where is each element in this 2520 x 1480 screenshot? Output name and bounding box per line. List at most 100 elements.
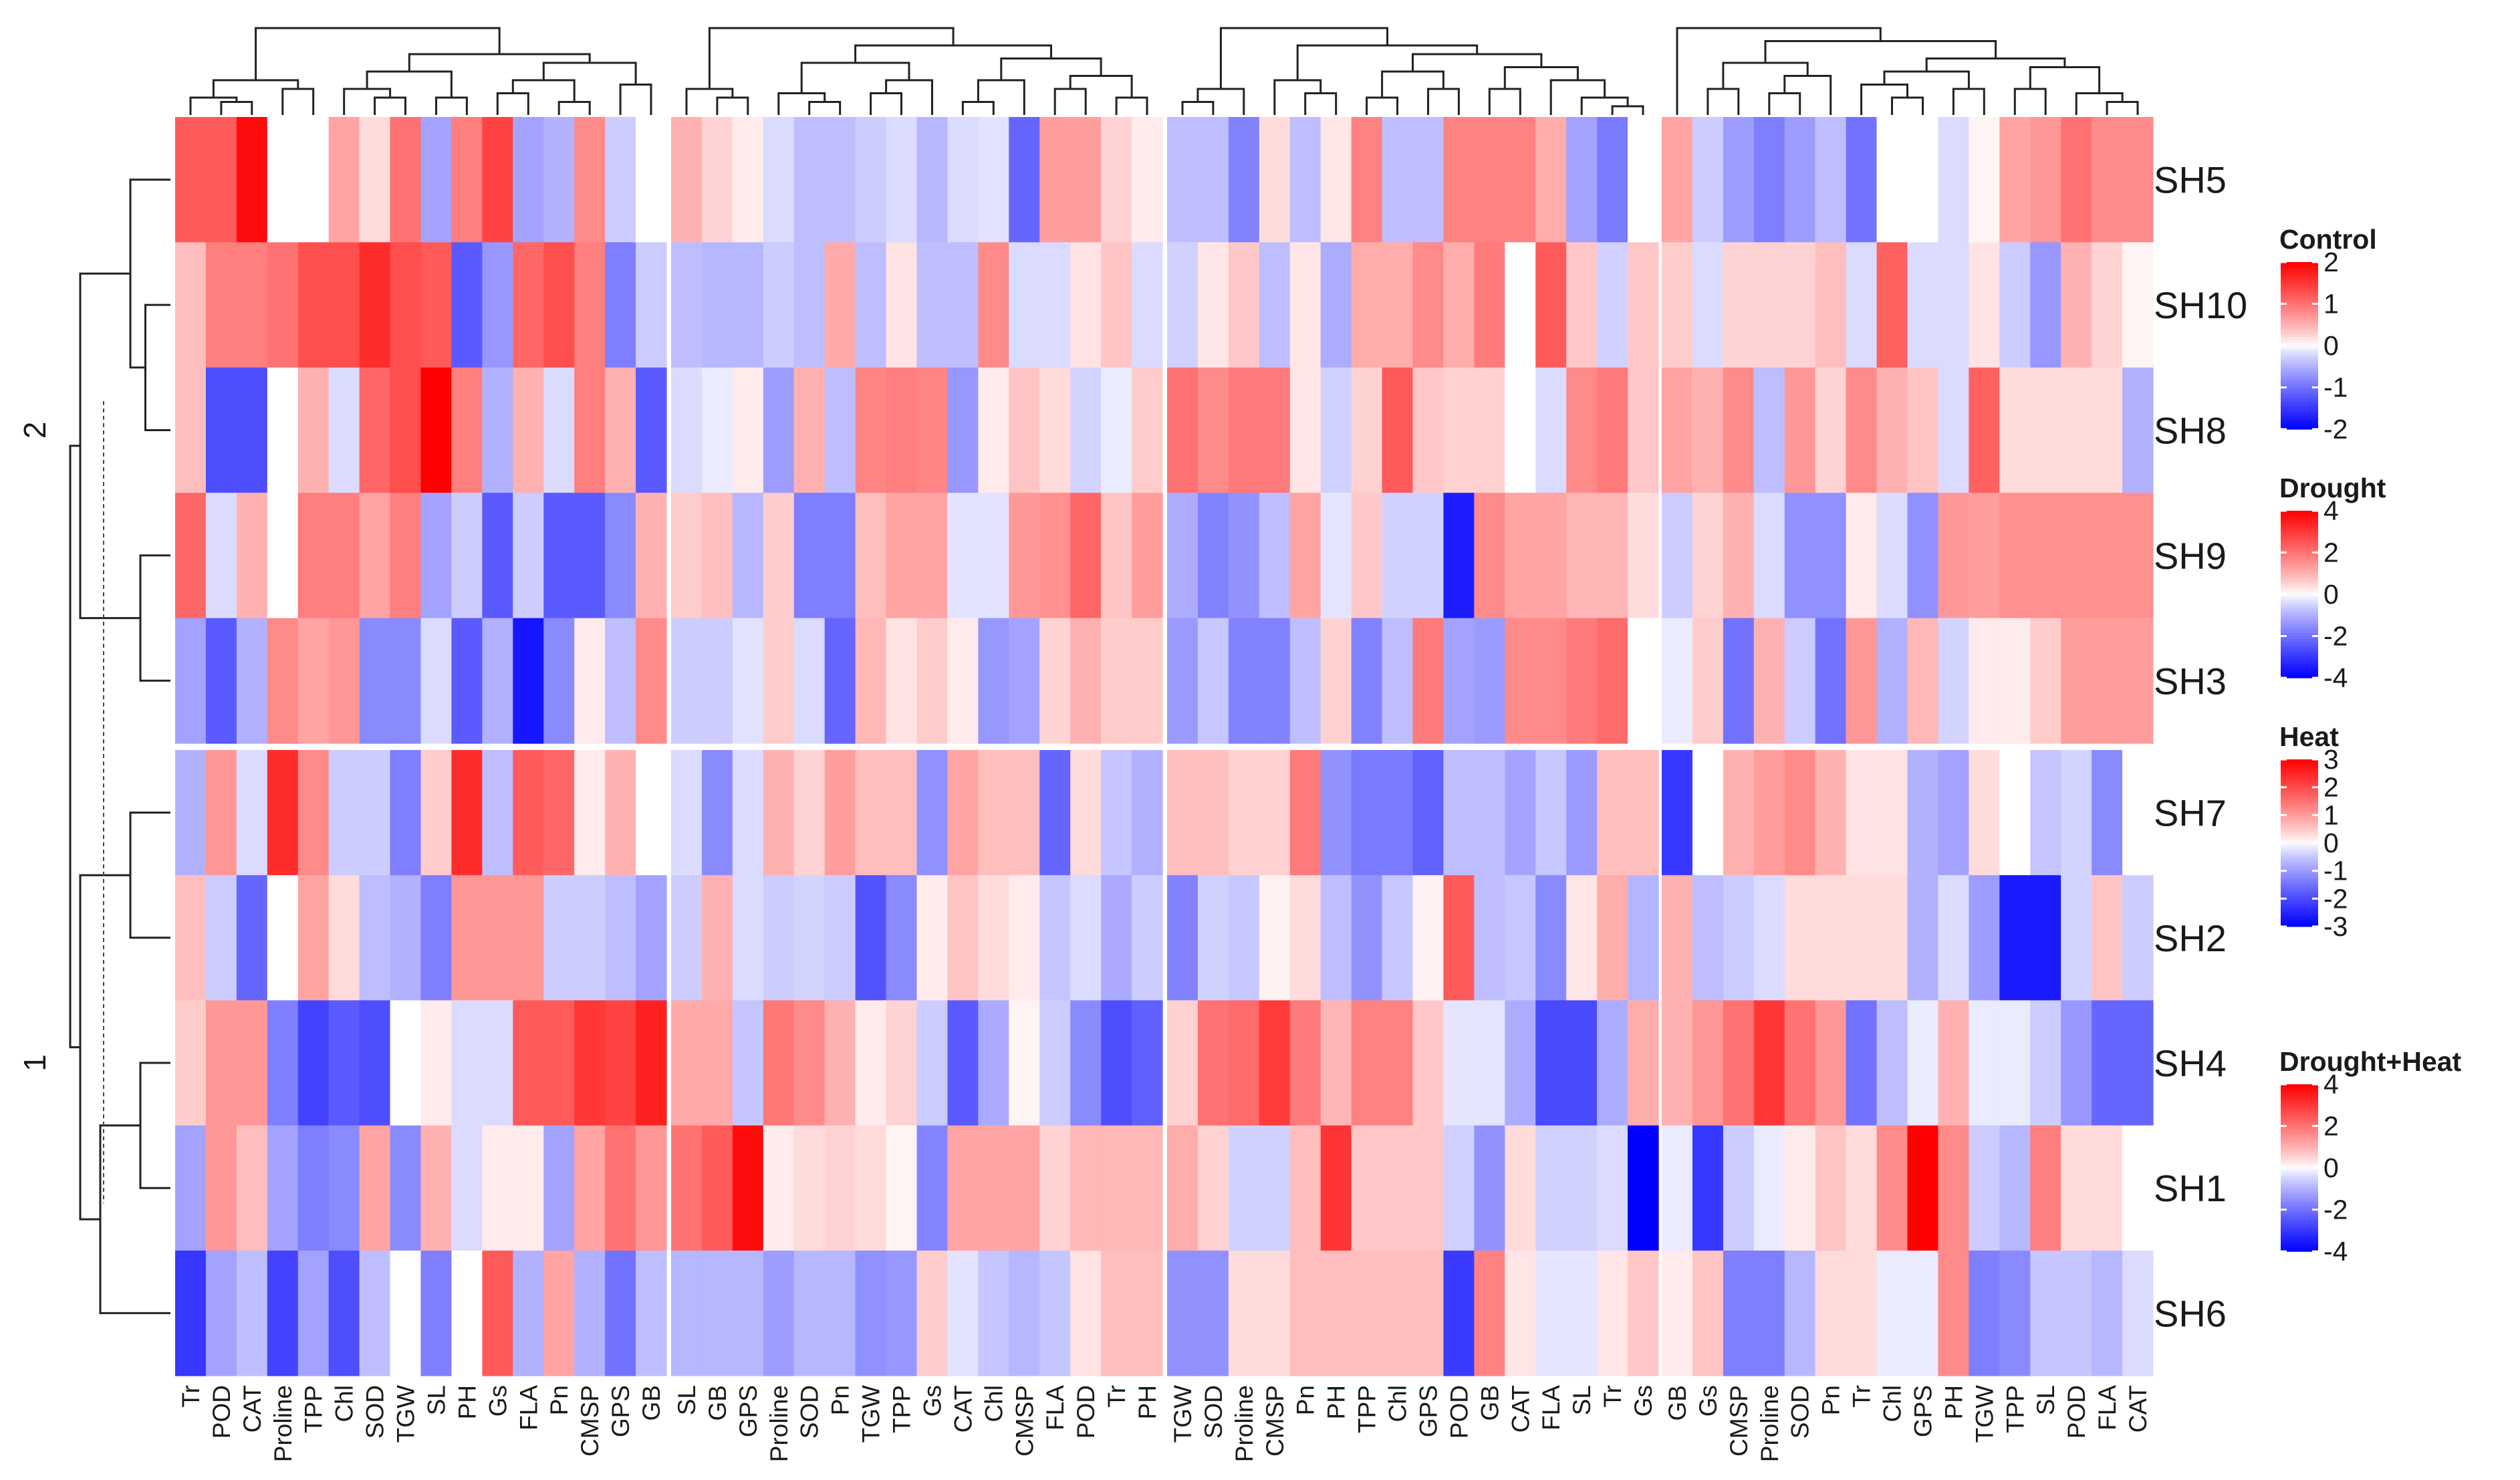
heatmap-cell [2061, 1250, 2092, 1376]
legend-gradient-step [2281, 318, 2318, 322]
heatmap-cell [267, 242, 299, 368]
heatmap-cell [2092, 117, 2123, 243]
heatmap-cell [978, 117, 1009, 243]
legend-gradient-step [2281, 655, 2318, 659]
heatmap-cell [175, 117, 207, 243]
legend-gradient-step [2281, 776, 2318, 779]
dendrogram-link [800, 61, 910, 94]
heatmap-cell [1009, 242, 1040, 368]
legend-gradient-step [2281, 812, 2318, 816]
heatmap-cell [1938, 875, 1969, 1001]
heatmap-cell [1443, 618, 1475, 744]
heatmap-cell [1228, 117, 1260, 243]
heatmap-cell [2061, 875, 2092, 1001]
legend-gradient-step [2281, 323, 2318, 327]
heatmap-cell [1566, 1250, 1598, 1376]
legend-tick-label: 1 [2323, 799, 2339, 830]
legend-gradient-step [2281, 868, 2318, 872]
heatmap-cell [793, 1125, 826, 1251]
heatmap-cell [1784, 1250, 1816, 1376]
heatmap-panels [175, 117, 2154, 1376]
legend-gradient-step [2281, 1120, 2318, 1124]
legend-gradient-step [2281, 605, 2318, 609]
heatmap-cell [886, 750, 918, 876]
heatmap-cell [1753, 493, 1785, 619]
heatmap-cell [574, 618, 606, 744]
heatmap-cell [671, 1250, 703, 1376]
heatmap-cell [1753, 1000, 1785, 1126]
heatmap-cell [1443, 117, 1475, 243]
heatmap-cell [1938, 1000, 1969, 1126]
heatmap-cell [359, 493, 391, 619]
heatmap-cell [978, 1125, 1009, 1251]
legend-gradient-step [2281, 890, 2318, 894]
heatmap-cell [1662, 1125, 1693, 1251]
heatmap-cell [916, 618, 949, 744]
heatmap-cell [701, 1250, 733, 1376]
heatmap-cell [1228, 750, 1260, 876]
heatmap-cell [1320, 750, 1352, 876]
heatmap-cell [1505, 242, 1536, 368]
heatmap-cell [1474, 493, 1505, 619]
legend-tick-label: -2 [2323, 1195, 2348, 1225]
heatmap-cell [1167, 1000, 1199, 1126]
heatmap-cell [390, 117, 422, 243]
dendrogram-link [1296, 44, 1479, 80]
column-label: Tr [1103, 1385, 1130, 1408]
legend-gradient-step [2281, 412, 2318, 416]
heatmap-cell [1692, 367, 1724, 493]
legend-gradient-step [2281, 564, 2318, 567]
heatmap-cell [482, 618, 513, 744]
heatmap-cell [451, 1000, 483, 1126]
legend-tick-label: 4 [2323, 1069, 2339, 1100]
legend-gradient-step [2281, 1235, 2318, 1238]
heatmap-cell [420, 618, 453, 744]
heatmap-cell [763, 1250, 795, 1376]
legend-gradient-step [2281, 664, 2318, 667]
heatmap-cell [1320, 493, 1352, 619]
heatmap-cell [671, 618, 703, 744]
heatmap-cell [1907, 242, 1939, 368]
legend-gradient-step [2281, 1193, 2318, 1197]
legend-gradient-step [2281, 862, 2318, 866]
legend-tick-label: -4 [2323, 662, 2348, 693]
heatmap-cell [1228, 1250, 1260, 1376]
heatmap-cell [1009, 367, 1040, 493]
heatmap-cell [205, 242, 237, 368]
heatmap-cell [1320, 1000, 1352, 1126]
legend-gradient-step [2281, 843, 2318, 846]
heatmap-cell [1815, 493, 1847, 619]
heatmap-cell [1907, 875, 1939, 1001]
heatmap-cell [947, 875, 979, 1001]
legend-gradient-step [2281, 856, 2318, 860]
heatmap-cell [1382, 1250, 1414, 1376]
heatmap-cell [297, 750, 330, 876]
heatmap-cell [763, 750, 795, 876]
heatmap-cell [605, 367, 636, 493]
heatmap-cell [574, 117, 606, 243]
heatmap-cell [636, 1125, 667, 1251]
heatmap-cell [1846, 493, 1878, 619]
heatmap-cell [1132, 493, 1163, 619]
heatmap-cell [1351, 1250, 1383, 1376]
column-label: PH [1134, 1385, 1161, 1419]
dendrogram-link [144, 303, 170, 431]
dendrogram-link [961, 101, 995, 115]
legend-gradient-step [2281, 1156, 2318, 1160]
heatmap-cell [390, 1125, 422, 1251]
heatmap-cell [267, 1000, 299, 1126]
heatmap-cell [1289, 1125, 1321, 1251]
heatmap-cell [482, 1000, 513, 1126]
heatmap-cell [574, 1250, 606, 1376]
column-dendrogram [1676, 27, 2139, 115]
legend-gradient-step [2281, 666, 2318, 670]
legend-gradient-step [2281, 558, 2318, 562]
heatmap-cell [978, 618, 1009, 744]
heatmap-cell [574, 367, 606, 493]
heatmap-cell [1784, 618, 1816, 744]
heatmap-cell [1132, 1250, 1163, 1376]
column-label: Tr [1599, 1385, 1626, 1408]
